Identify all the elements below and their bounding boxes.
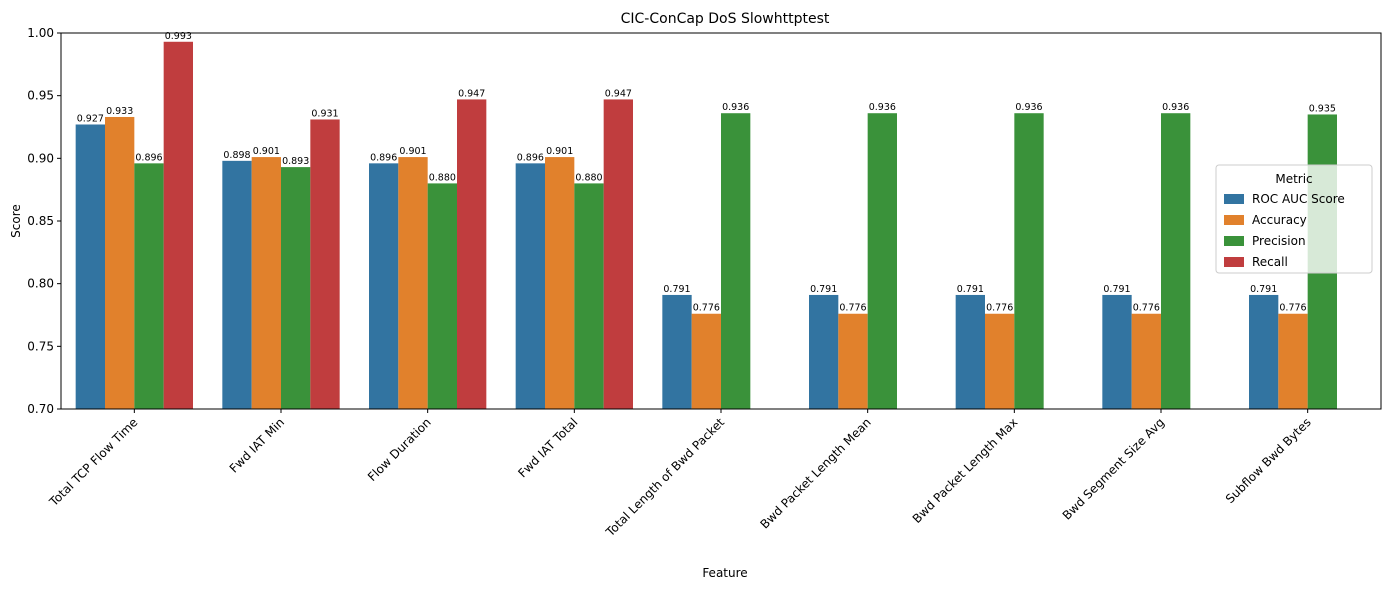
legend-swatch — [1224, 236, 1244, 246]
bar-precision-7 — [1161, 113, 1191, 410]
bars-group — [75, 41, 1337, 410]
x-tick-label: Bwd Packet Length Max — [910, 415, 1021, 526]
bar-labels-group: 0.927 0.898 0.896 0.896 0.791 0.791 0.791 0.791… — [77, 31, 1336, 314]
y-tick-label: 0.70 — [27, 402, 54, 416]
y-tick-label: 1.00 — [27, 26, 54, 40]
bar-accuracy-8 — [1278, 313, 1308, 409]
bar-precision-0 — [134, 163, 164, 409]
bar-data-label: 0.791 — [957, 284, 984, 295]
bar-data-label: 0.776 — [839, 303, 866, 314]
x-tick-label: Subflow Bwd Bytes — [1223, 415, 1314, 506]
y-axis-title: Score — [9, 204, 23, 238]
legend-box — [1215, 164, 1373, 274]
bar-data-label: 0.936 — [869, 102, 896, 113]
bar-data-label: 0.776 — [986, 303, 1013, 314]
y-tick-label: 0.80 — [27, 277, 54, 291]
bar-roc-auc-score-7 — [1102, 294, 1132, 409]
bar-data-label: 0.880 — [575, 172, 602, 183]
legend-entry-label: Precision — [1252, 234, 1306, 248]
x-tick-label: Fwd IAT Min — [227, 415, 287, 475]
bar-data-label: 0.901 — [546, 146, 573, 157]
x-axis-title: Feature — [702, 566, 747, 580]
x-tick-label: Flow Duration — [365, 415, 434, 484]
bar-data-label: 0.936 — [1015, 102, 1042, 113]
legend-title: Metric — [1275, 172, 1312, 186]
bar-roc-auc-score-2 — [369, 163, 399, 409]
legend-entry-label: Recall — [1252, 255, 1288, 269]
legend-swatch — [1224, 215, 1244, 225]
bar-recall-0 — [163, 41, 193, 409]
bar-roc-auc-score-3 — [515, 163, 545, 409]
bar-data-label: 0.901 — [253, 146, 280, 157]
legend-swatch — [1224, 257, 1244, 267]
bar-accuracy-6 — [985, 313, 1015, 409]
bar-precision-5 — [867, 113, 897, 410]
bar-accuracy-5 — [838, 313, 868, 409]
bar-accuracy-1 — [251, 157, 281, 409]
bar-accuracy-0 — [105, 116, 135, 410]
legend-entry-label: ROC AUC Score — [1252, 192, 1345, 206]
bar-accuracy-2 — [398, 157, 428, 409]
bar-roc-auc-score-0 — [75, 124, 105, 409]
bar-data-label: 0.947 — [458, 88, 485, 99]
bar-data-label: 0.776 — [693, 303, 720, 314]
bar-data-label: 0.791 — [663, 284, 690, 295]
y-tick-label: 0.85 — [27, 214, 54, 228]
bar-data-label: 0.947 — [605, 88, 632, 99]
bar-data-label: 0.880 — [429, 172, 456, 183]
bar-recall-1 — [310, 119, 340, 409]
bar-roc-auc-score-4 — [662, 294, 692, 409]
bar-data-label: 0.936 — [1162, 102, 1189, 113]
bar-precision-2 — [427, 183, 457, 409]
bar-precision-3 — [574, 183, 604, 409]
bar-roc-auc-score-5 — [809, 294, 839, 409]
x-axis: Total TCP Flow Time Fwd IAT Min Flow Durat… — [46, 409, 1314, 540]
x-tick-label: Bwd Segment Size Avg — [1060, 415, 1167, 522]
y-tick-label: 0.75 — [27, 339, 54, 353]
x-tick-label: Total Length of Bwd Packet — [603, 415, 728, 540]
bar-precision-1 — [281, 167, 311, 409]
bar-data-label: 0.993 — [165, 31, 192, 42]
chart-title: CIC-ConCap DoS Slowhttptest — [621, 11, 830, 27]
bar-data-label: 0.791 — [1250, 284, 1277, 295]
bar-data-label: 0.896 — [517, 152, 544, 163]
bar-accuracy-3 — [545, 157, 575, 409]
x-tick-label: Total TCP Flow Time — [46, 415, 140, 509]
bar-data-label: 0.901 — [399, 146, 426, 157]
bar-roc-auc-score-1 — [222, 160, 252, 409]
legend-swatch — [1224, 194, 1244, 204]
bar-recall-2 — [457, 99, 487, 409]
bar-data-label: 0.935 — [1309, 103, 1336, 114]
bar-accuracy-4 — [691, 313, 721, 409]
bar-data-label: 0.896 — [135, 152, 162, 163]
bar-data-label: 0.933 — [106, 106, 133, 117]
bar-precision-6 — [1014, 113, 1044, 410]
y-axis: 0.70 0.75 0.80 0.85 0.90 0.95 1.00 — [27, 26, 61, 416]
bar-recall-3 — [603, 99, 633, 409]
bar-roc-auc-score-8 — [1249, 294, 1279, 409]
y-tick-label: 0.90 — [27, 151, 54, 165]
bar-data-label: 0.898 — [223, 150, 250, 161]
legend: Metric ROC AUC Score Accuracy Precision Reca… — [1215, 164, 1373, 274]
x-tick-label: Fwd IAT Total — [515, 415, 580, 480]
bar-data-label: 0.776 — [1279, 303, 1306, 314]
bar-data-label: 0.896 — [370, 152, 397, 163]
bar-data-label: 0.927 — [77, 113, 104, 124]
y-tick-label: 0.95 — [27, 89, 54, 103]
bar-accuracy-7 — [1131, 313, 1161, 409]
bar-data-label: 0.893 — [282, 156, 309, 167]
bar-precision-4 — [721, 113, 751, 410]
bar-data-label: 0.936 — [722, 102, 749, 113]
bar-data-label: 0.791 — [810, 284, 837, 295]
legend-entry-label: Accuracy — [1252, 213, 1307, 227]
bar-data-label: 0.791 — [1103, 284, 1130, 295]
bar-data-label: 0.931 — [311, 108, 338, 119]
bar-roc-auc-score-6 — [955, 294, 985, 409]
bar-data-label: 0.776 — [1133, 303, 1160, 314]
x-tick-label: Bwd Packet Length Mean — [758, 415, 874, 531]
